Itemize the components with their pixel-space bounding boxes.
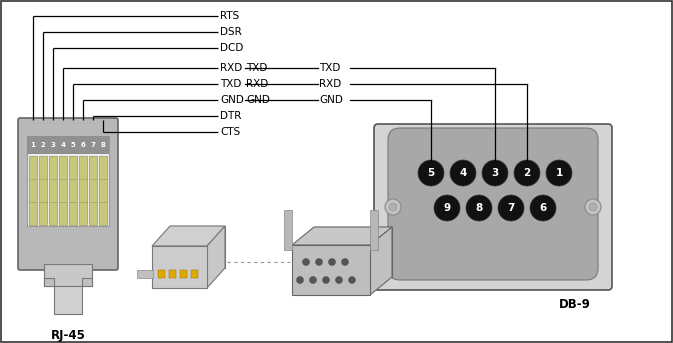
Circle shape	[450, 160, 476, 186]
Text: RJ-45: RJ-45	[50, 329, 85, 342]
Text: RXD: RXD	[246, 79, 269, 89]
Bar	[28, 156, 37, 225]
Bar	[54, 286, 82, 314]
Bar	[370, 210, 378, 250]
Circle shape	[322, 276, 330, 284]
Circle shape	[341, 259, 349, 265]
Text: DTR: DTR	[220, 111, 242, 121]
Bar	[44, 278, 54, 286]
Polygon shape	[314, 227, 392, 277]
Bar	[27, 136, 109, 154]
Text: 4: 4	[459, 168, 466, 178]
Text: TXD: TXD	[319, 63, 341, 73]
Circle shape	[310, 276, 316, 284]
Polygon shape	[370, 227, 392, 295]
Text: TXD: TXD	[246, 63, 267, 73]
Bar	[82, 278, 92, 286]
Text: 6: 6	[81, 142, 85, 148]
Circle shape	[498, 195, 524, 221]
Text: 5: 5	[427, 168, 435, 178]
Polygon shape	[292, 245, 370, 295]
Text: 3: 3	[491, 168, 499, 178]
Text: DSR: DSR	[220, 27, 242, 37]
Circle shape	[418, 160, 444, 186]
Text: CTS: CTS	[220, 127, 240, 137]
Text: 8: 8	[100, 142, 106, 148]
Bar	[48, 156, 57, 225]
FancyBboxPatch shape	[18, 118, 118, 270]
Circle shape	[328, 259, 336, 265]
Text: TXD: TXD	[220, 79, 242, 89]
Text: RTS: RTS	[220, 11, 239, 21]
Polygon shape	[170, 226, 225, 268]
Circle shape	[349, 276, 355, 284]
Bar	[89, 156, 97, 225]
Bar	[59, 156, 67, 225]
Circle shape	[434, 195, 460, 221]
Circle shape	[546, 160, 572, 186]
Text: DB-9: DB-9	[559, 298, 591, 311]
Text: 7: 7	[91, 142, 96, 148]
Text: 9: 9	[444, 203, 450, 213]
Circle shape	[482, 160, 508, 186]
Circle shape	[302, 259, 310, 265]
Circle shape	[297, 276, 304, 284]
Circle shape	[385, 199, 401, 215]
Bar	[98, 156, 107, 225]
Circle shape	[466, 195, 492, 221]
Circle shape	[389, 203, 397, 211]
Bar	[191, 270, 198, 278]
Polygon shape	[207, 226, 225, 288]
Text: 3: 3	[50, 142, 55, 148]
Text: 2: 2	[524, 168, 530, 178]
Text: GND: GND	[319, 95, 343, 105]
FancyBboxPatch shape	[388, 128, 598, 280]
Polygon shape	[152, 246, 207, 288]
Circle shape	[336, 276, 343, 284]
Text: 1: 1	[555, 168, 563, 178]
Text: 2: 2	[40, 142, 45, 148]
Text: 1: 1	[30, 142, 36, 148]
Bar	[79, 156, 87, 225]
Circle shape	[585, 199, 601, 215]
Text: 6: 6	[539, 203, 546, 213]
Bar	[38, 156, 47, 225]
Bar	[180, 270, 187, 278]
Text: 5: 5	[71, 142, 75, 148]
Text: RXD: RXD	[220, 63, 242, 73]
Circle shape	[530, 195, 556, 221]
Bar	[27, 136, 109, 226]
Bar	[169, 270, 176, 278]
Polygon shape	[152, 226, 225, 246]
Text: DCD: DCD	[220, 43, 244, 53]
Circle shape	[589, 203, 597, 211]
Text: RXD: RXD	[319, 79, 341, 89]
Circle shape	[514, 160, 540, 186]
Circle shape	[316, 259, 322, 265]
Bar	[284, 210, 292, 250]
Polygon shape	[292, 227, 392, 245]
Bar	[69, 156, 77, 225]
Bar	[158, 270, 165, 278]
FancyBboxPatch shape	[374, 124, 612, 290]
Text: 8: 8	[475, 203, 483, 213]
Bar	[44, 264, 92, 286]
Text: GND: GND	[246, 95, 270, 105]
Text: GND: GND	[220, 95, 244, 105]
Bar	[137, 270, 153, 278]
Text: 7: 7	[507, 203, 515, 213]
Text: 4: 4	[61, 142, 65, 148]
